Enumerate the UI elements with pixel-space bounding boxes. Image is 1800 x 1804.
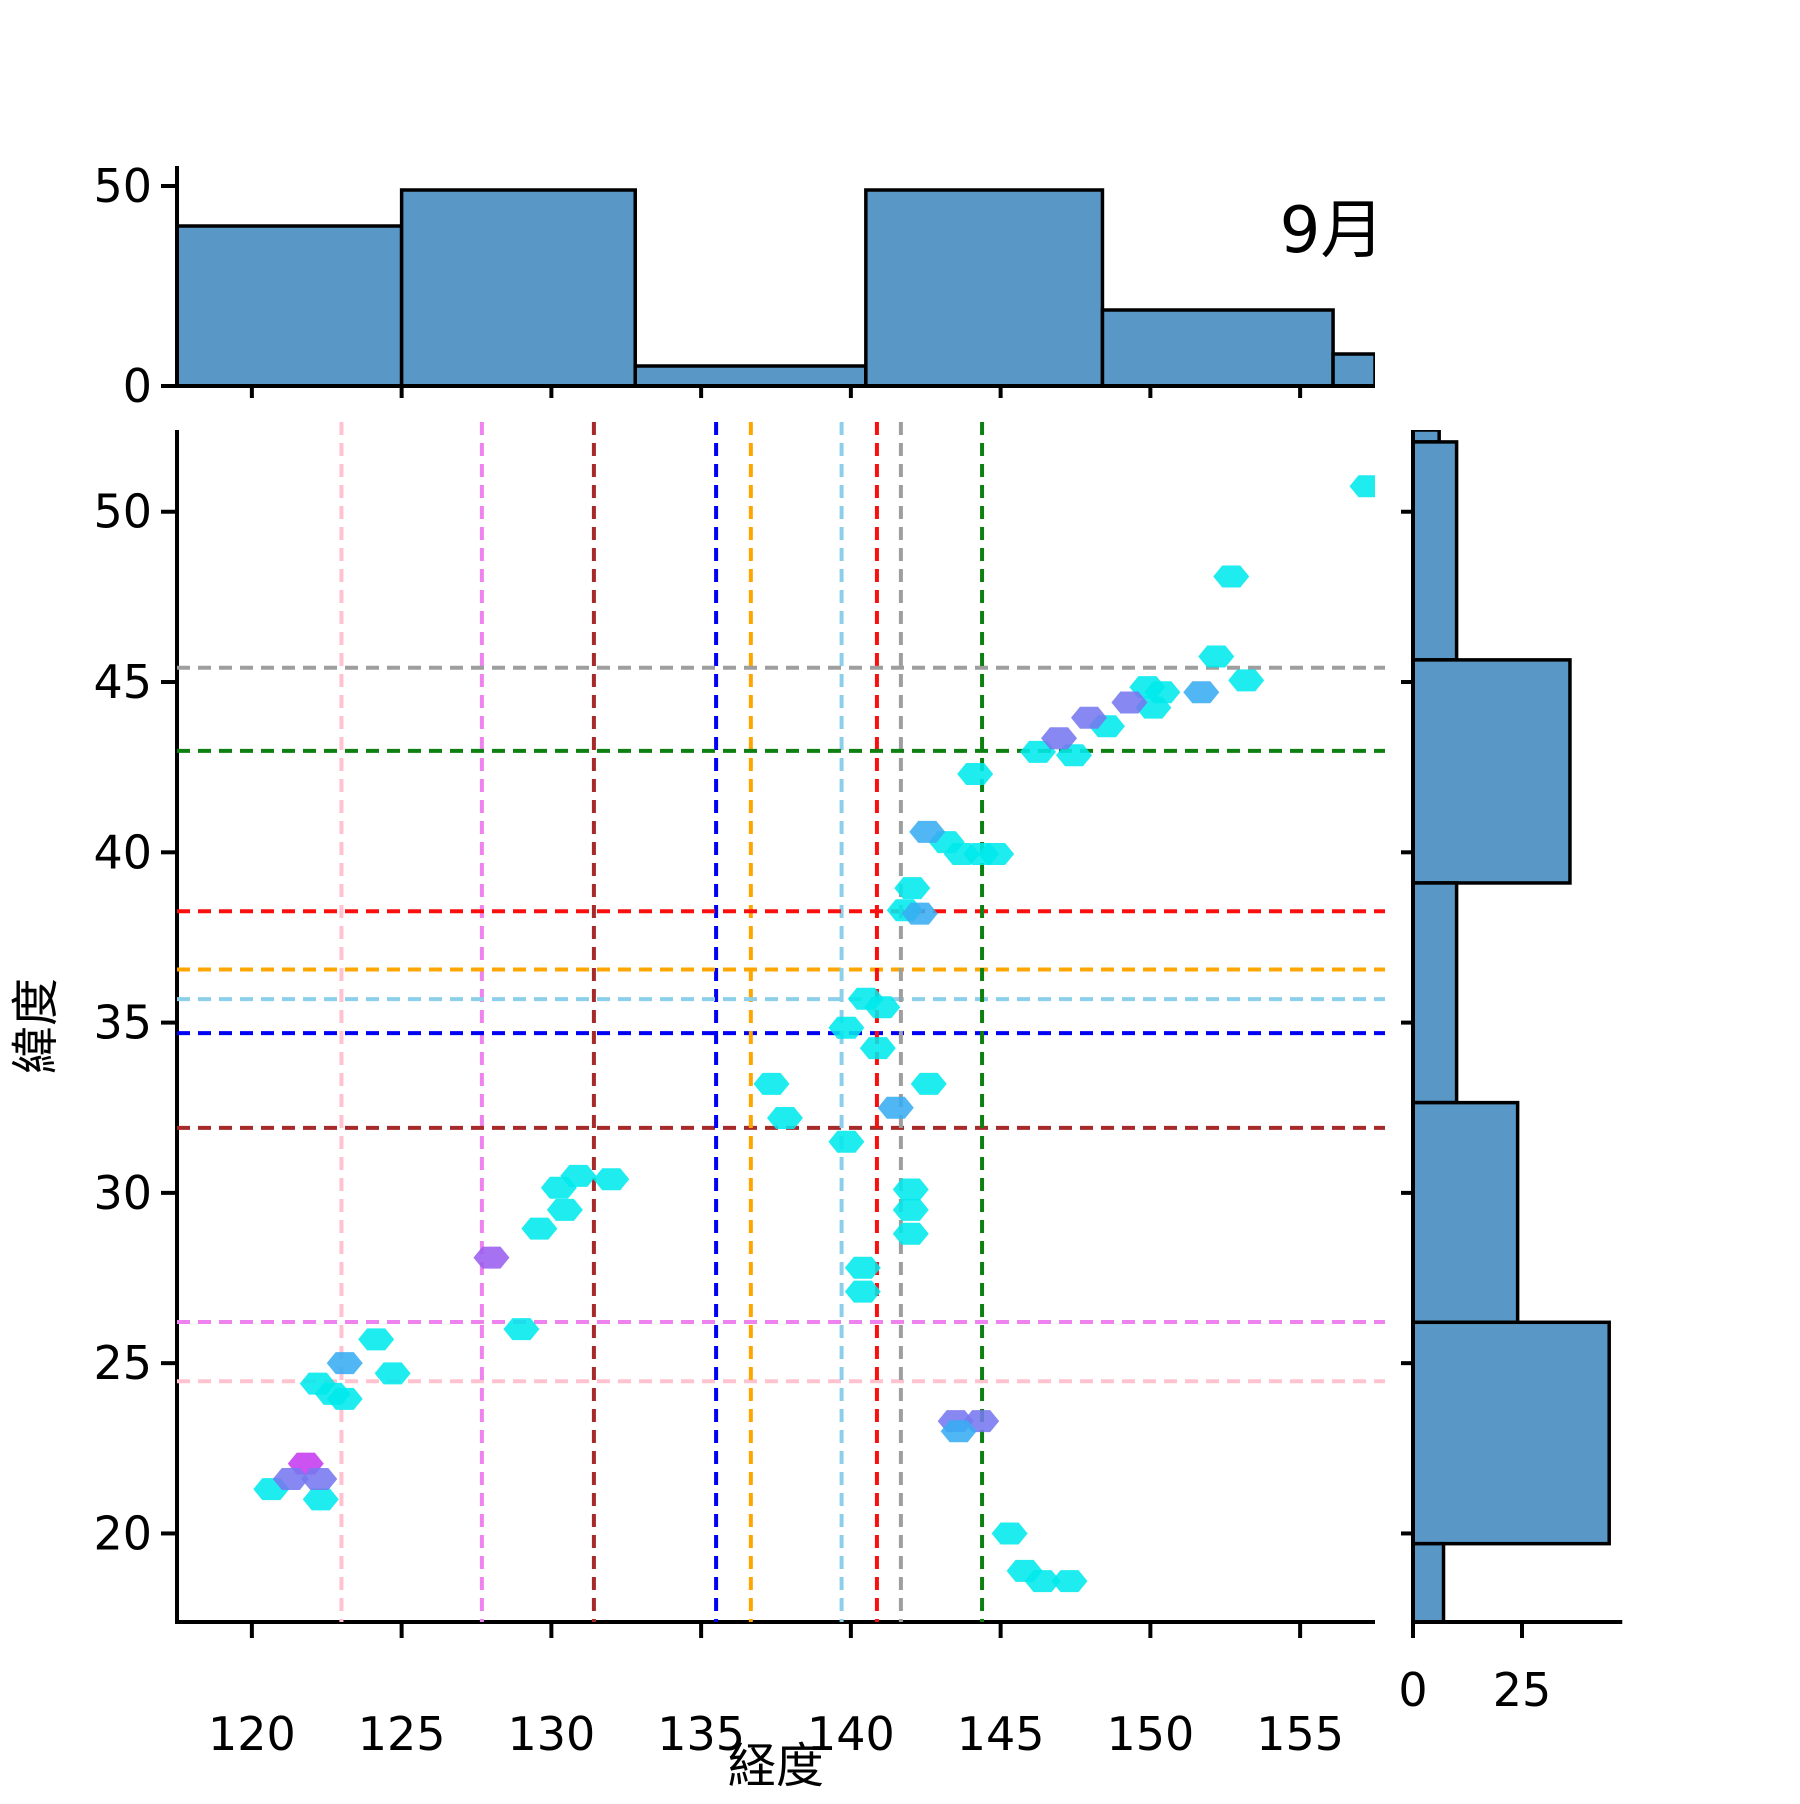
hexbin-point-cyan xyxy=(374,1362,411,1385)
hexbin-point-cyan xyxy=(892,1198,929,1221)
hexbin-point-skyblue xyxy=(326,1352,363,1375)
hexbin-point-slate xyxy=(1041,727,1078,750)
top-hist-y-tick-label: 0 xyxy=(123,359,152,413)
right-hist-x-tick-label: 0 xyxy=(1398,1663,1427,1717)
right-hist-x-tick-label: 25 xyxy=(1493,1663,1552,1717)
right-hist-bar xyxy=(1413,430,1441,444)
hexbin-point-cyan xyxy=(1213,565,1250,588)
hexbin-point-cyan xyxy=(593,1168,630,1191)
hexbin-point-cyan xyxy=(828,1016,865,1039)
y-tick-label: 30 xyxy=(93,1166,152,1220)
hexbin-point-cyan xyxy=(358,1328,395,1351)
hexbin-point-cyan xyxy=(859,1037,896,1060)
hexbin-point-cyan xyxy=(302,1488,339,1511)
hexbin-point-cyan xyxy=(546,1198,583,1221)
hexbin-point-cyan xyxy=(828,1130,865,1153)
hexbin-point-cyan xyxy=(844,1256,881,1279)
x-axis-label: 経度 xyxy=(728,1738,824,1794)
hexbin-point-cyan xyxy=(326,1387,363,1410)
hexbin-point-cyan xyxy=(844,1280,881,1303)
hexbin-point-slate xyxy=(1070,706,1107,729)
hexbin-point-cyan xyxy=(1051,1570,1088,1593)
top-hist-bar xyxy=(633,364,868,386)
hexbin-point-cyan xyxy=(910,1072,947,1095)
hexbin-point-cyan xyxy=(1228,669,1265,692)
y-tick-label: 35 xyxy=(93,996,152,1050)
top-hist-y-tick-label: 50 xyxy=(93,159,152,213)
hexbin-point-cyan xyxy=(978,843,1015,866)
right-hist-bar xyxy=(1413,1100,1520,1325)
top-hist-bar xyxy=(1331,352,1375,386)
hexbin-point-skyblue xyxy=(901,902,938,925)
hexbin-point-slate xyxy=(1111,691,1148,714)
hexbin-point-skyblue xyxy=(877,1096,914,1119)
hexbin-point-skyblue xyxy=(940,1420,977,1443)
hexbin-point-cyan xyxy=(957,762,994,785)
hexbin-point-slate xyxy=(301,1467,338,1490)
hexbin-point-cyan xyxy=(1349,475,1375,498)
top-hist-bar xyxy=(1100,308,1335,386)
hexbin-point-skyblue xyxy=(909,820,946,843)
y-axis-label: 緯度 xyxy=(8,978,64,1074)
y-tick-label: 50 xyxy=(93,485,152,539)
top-hist-bars xyxy=(177,188,1375,386)
right-hist-bar xyxy=(1413,440,1459,662)
y-tick-label: 40 xyxy=(93,825,152,879)
right-hist-bar xyxy=(1413,1320,1611,1546)
hexbin-point-cyan xyxy=(1020,740,1057,763)
hexbin-point-cyan xyxy=(892,1178,929,1201)
y-tick-label: 20 xyxy=(93,1506,152,1560)
top-hist-bar xyxy=(177,224,404,386)
hexbin-point-slate xyxy=(272,1467,309,1490)
x-tick-label: 140 xyxy=(807,1707,895,1761)
hexbin-point-cyan xyxy=(894,877,931,900)
x-tick-label: 130 xyxy=(507,1707,595,1761)
x-tick-label: 125 xyxy=(358,1707,446,1761)
hexbin-point-purple xyxy=(473,1246,510,1269)
y-tick-label: 45 xyxy=(93,655,152,709)
right-hist-bars xyxy=(1413,430,1611,1622)
hexbin-point-cyan xyxy=(864,996,901,1019)
x-tick-label: 145 xyxy=(957,1707,1045,1761)
x-tick-label: 155 xyxy=(1256,1707,1344,1761)
hexbin-point-cyan xyxy=(560,1164,597,1187)
x-tick-label: 150 xyxy=(1106,1707,1194,1761)
plot-title: 9月 xyxy=(1280,194,1385,268)
x-tick-label: 135 xyxy=(657,1707,745,1761)
hexbin-point-cyan xyxy=(1024,1570,1061,1593)
hexbin-point-cyan xyxy=(991,1522,1028,1545)
hexbin-point-cyan xyxy=(1198,645,1235,668)
top-marginal-histogram: 0 50 xyxy=(93,159,1375,413)
hexbin-point-cyan xyxy=(892,1222,929,1245)
top-hist-bar xyxy=(864,188,1105,386)
hexbin-point-cyan xyxy=(503,1318,540,1341)
hexbin-point-cyan xyxy=(766,1106,803,1129)
hexbin-point-cyan xyxy=(753,1072,790,1095)
hexbin-point-cyan xyxy=(521,1217,558,1240)
right-hist-bar xyxy=(1413,881,1459,1105)
y-tick-label: 25 xyxy=(93,1336,152,1390)
right-marginal-histogram: 0 25 xyxy=(1398,430,1623,1717)
hexbin-point-cyan xyxy=(1056,744,1093,767)
top-hist-bar xyxy=(399,188,637,386)
scatter-points xyxy=(253,475,1375,1593)
right-hist-bar xyxy=(1413,1541,1446,1622)
hexbin-point-skyblue xyxy=(1183,681,1220,704)
main-scatter-plot: 120 125 130 135 140 145 150 155 20 25 30 35 40 45 50 xyxy=(93,422,1385,1761)
x-tick-label: 120 xyxy=(208,1707,296,1761)
right-hist-bar xyxy=(1413,658,1572,885)
